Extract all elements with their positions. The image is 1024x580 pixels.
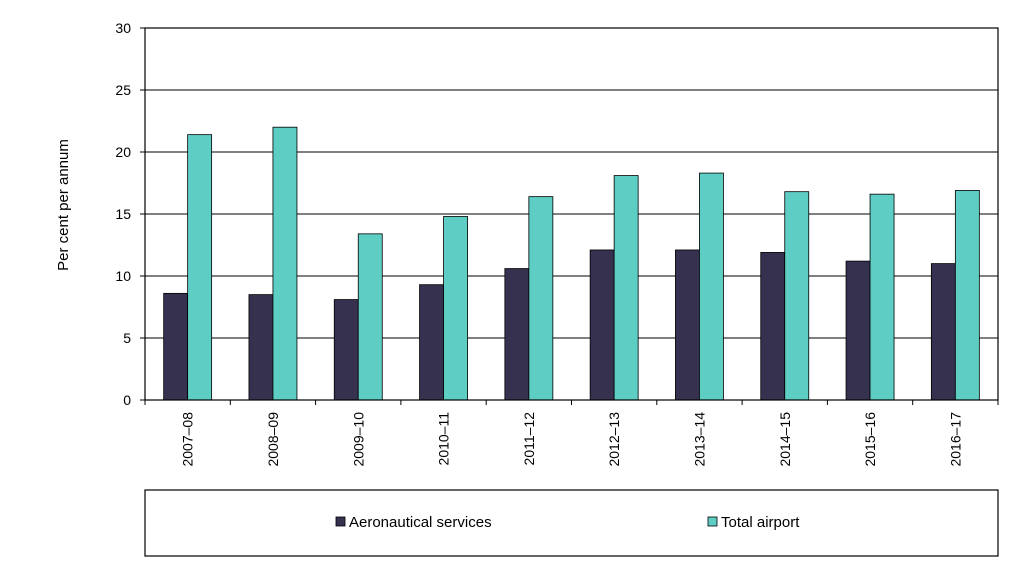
- y-tick-label: 15: [115, 206, 131, 222]
- bar-total-airport: [272, 126, 298, 401]
- bar-total-airport: [699, 172, 724, 401]
- bar-aeronautical-services: [248, 294, 274, 401]
- x-tick-label: 2016–17: [947, 412, 963, 467]
- y-tick-label: 25: [115, 82, 131, 98]
- y-tick-label: 0: [123, 392, 131, 408]
- x-tick-label: 2007–08: [180, 412, 196, 467]
- x-tick-label: 2015–16: [862, 412, 878, 467]
- bar-total-airport: [357, 233, 383, 401]
- bar-total-airport: [187, 134, 213, 401]
- x-tick-label: 2009–10: [350, 412, 366, 467]
- bar-aeronautical-services: [845, 260, 871, 401]
- y-tick-label: 5: [123, 330, 131, 346]
- bar-total-airport: [528, 196, 554, 401]
- bar-total-airport: [784, 191, 810, 401]
- bar-aeronautical-services: [163, 292, 189, 401]
- legend-swatch: [335, 516, 346, 527]
- bars: [163, 126, 980, 401]
- bar-aeronautical-services: [930, 263, 956, 401]
- legend-label: Total airport: [721, 514, 800, 531]
- x-axis-ticks: 2007–08 2008–09 2009–10 2010–11 2011–12 2012–…: [144, 400, 999, 467]
- x-tick-label: 2011–12: [521, 412, 537, 466]
- y-tick-label: 10: [115, 268, 131, 284]
- bar-total-airport: [613, 175, 639, 401]
- legend-frame: [144, 489, 999, 557]
- legend-swatch: [707, 516, 718, 527]
- y-tick-label: 20: [115, 144, 131, 160]
- y-tick-label: 30: [115, 20, 131, 36]
- legend: Aeronautical services Total airport: [335, 514, 800, 531]
- x-tick-label: 2010–11: [436, 412, 452, 466]
- bar-aeronautical-services: [760, 252, 786, 401]
- bar-aeronautical-services: [333, 299, 359, 401]
- bar-total-airport: [443, 216, 468, 401]
- bar-aeronautical-services: [675, 249, 700, 401]
- bar-aeronautical-services: [589, 249, 615, 401]
- legend-label: Aeronautical services: [349, 514, 492, 531]
- x-tick-label: 2014–15: [777, 412, 793, 467]
- x-tick-label: 2012–13: [606, 412, 622, 467]
- y-axis-ticks: 0 5 10 15 20 25 30: [115, 20, 145, 408]
- bar-total-airport: [869, 193, 895, 401]
- x-tick-label: 2008–09: [265, 412, 281, 467]
- bar-aeronautical-services: [504, 268, 530, 401]
- bar-total-airport: [954, 190, 980, 401]
- y-axis-title: Per cent per annum: [55, 139, 72, 271]
- bar-aeronautical-services: [419, 284, 444, 401]
- x-tick-label: 2013–14: [691, 412, 707, 467]
